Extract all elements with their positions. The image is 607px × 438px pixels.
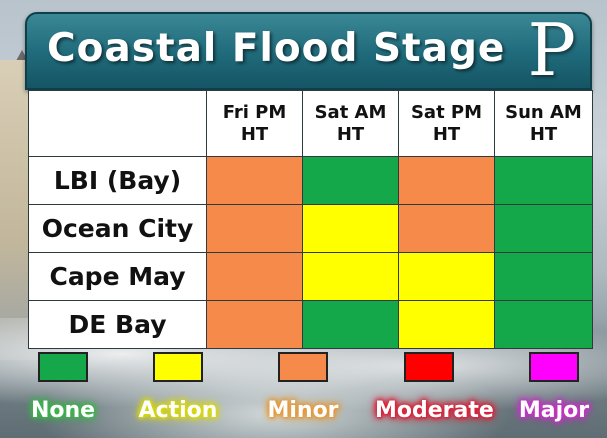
table-row: LBI (Bay) bbox=[28, 156, 593, 205]
legend-label-moderate: Moderate bbox=[375, 398, 494, 423]
stage-cell-minor bbox=[206, 204, 303, 253]
column-header: Fri PM HT bbox=[206, 90, 303, 157]
column-header-tide: HT bbox=[336, 123, 365, 145]
stage-cell-action bbox=[302, 252, 399, 301]
stage-cell-none bbox=[494, 252, 593, 301]
column-header: Sun AM HT bbox=[494, 90, 593, 157]
legend-item-action: Action bbox=[118, 352, 238, 425]
stage-cell-action bbox=[398, 252, 495, 301]
location-label: Cape May bbox=[28, 252, 207, 301]
column-header-time: Sun AM bbox=[505, 101, 582, 123]
stage-cell-minor bbox=[398, 156, 495, 205]
column-header-time: Sat AM bbox=[314, 101, 387, 123]
legend-swatch-none bbox=[38, 352, 88, 382]
location-label: LBI (Bay) bbox=[28, 156, 207, 205]
legend-swatch-moderate bbox=[404, 352, 454, 382]
column-header: Sat PM HT bbox=[398, 90, 495, 157]
table-header-row: Fri PM HT Sat AM HT Sat PM HT Sun AM HT bbox=[28, 90, 593, 157]
location-label: Ocean City bbox=[28, 204, 207, 253]
legend-item-minor: Minor bbox=[243, 352, 363, 425]
stage-cell-none bbox=[494, 156, 593, 205]
table-row: Cape May bbox=[28, 252, 593, 301]
title-banner: Coastal Flood Stage P bbox=[25, 8, 592, 92]
column-header-tide: HT bbox=[529, 123, 558, 145]
column-header-time: Fri PM bbox=[222, 101, 287, 123]
column-header-time: Sat PM bbox=[410, 101, 483, 123]
page-title: Coastal Flood Stage bbox=[47, 26, 506, 71]
stage-cell-none bbox=[494, 204, 593, 253]
legend-item-major: Major bbox=[494, 352, 607, 425]
legend: None Action Minor Moderate Major bbox=[0, 352, 607, 438]
stage-cell-action bbox=[398, 300, 495, 349]
stage-cell-action bbox=[302, 204, 399, 253]
column-header-tide: HT bbox=[432, 123, 461, 145]
legend-swatch-minor bbox=[278, 352, 328, 382]
flood-stage-table: Fri PM HT Sat AM HT Sat PM HT Sun AM HT … bbox=[28, 90, 593, 349]
legend-item-moderate: Moderate bbox=[369, 352, 494, 425]
table-row: Ocean City bbox=[28, 204, 593, 253]
stage-cell-minor bbox=[206, 156, 303, 205]
station-logo: P bbox=[527, 8, 576, 92]
legend-label-none: None bbox=[30, 398, 96, 423]
stage-cell-minor bbox=[206, 252, 303, 301]
stage-cell-none bbox=[302, 156, 399, 205]
stage-cell-none bbox=[494, 300, 593, 349]
column-header-tide: HT bbox=[240, 123, 269, 145]
stage-cell-minor bbox=[398, 204, 495, 253]
stage-cell-none bbox=[302, 300, 399, 349]
legend-item-none: None bbox=[3, 352, 123, 425]
stage-cell-minor bbox=[206, 300, 303, 349]
location-label: DE Bay bbox=[28, 300, 207, 349]
table-row: DE Bay bbox=[28, 300, 593, 349]
legend-label-major: Major bbox=[518, 398, 590, 423]
legend-swatch-major bbox=[529, 352, 579, 382]
column-header: Sat AM HT bbox=[302, 90, 399, 157]
legend-swatch-action bbox=[153, 352, 203, 382]
legend-label-minor: Minor bbox=[267, 398, 339, 423]
legend-label-action: Action bbox=[138, 398, 218, 423]
table-corner-cell bbox=[28, 90, 207, 157]
